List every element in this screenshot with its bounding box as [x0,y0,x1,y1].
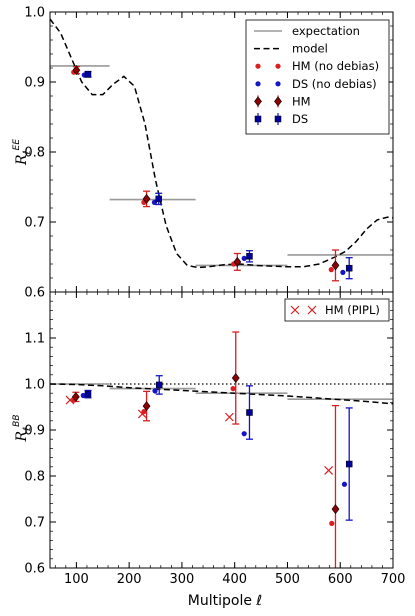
ee-y-axis-label: RℓEE [12,139,33,166]
ee-hm-no-debias-point-3 [328,267,334,273]
legend-dot-swatch-a [255,63,261,69]
bb-xtick-label-0: 100 [64,572,89,587]
legend-pipl-cross-1 [307,305,317,315]
bb-xtick-label-4: 500 [275,572,300,587]
legend-hm-diamond-0 [254,96,262,107]
legend-ds-square-0 [254,115,262,123]
legend-dot-swatch-a [255,81,261,87]
bb-ylabel-sup: BB [12,414,22,426]
ee-ytick-label-0: 0.6 [24,286,45,301]
ee-ylabel-sub: ℓ [22,150,33,154]
legend-dot-swatch-b [275,81,281,87]
ee-ytick-label-1: 0.7 [24,216,45,231]
legend-pipl-cross-0 [290,305,300,315]
ee-ds-no-debias-point-2 [241,255,247,261]
legend-hm-diamond-1 [274,96,282,107]
bb-hm-point-3 [331,504,340,515]
bb-ytick-label-5: 1.1 [24,332,45,347]
ee-legend-label-2: HM (no debias) [292,59,379,73]
x-axis-label: Multipole ℓ [188,593,262,609]
ee-hm-point-3 [331,260,340,271]
ee-legend-label-1: model [292,42,328,56]
bb-panel: RℓBB Multipole ℓ 0.6 0.7 0.8 0.9 1.0 1.1 100 20… [12,291,406,609]
ee-legend-label-0: expectation [292,24,360,38]
ee-hm-point-1 [142,193,151,204]
bb-xtick-label-3: 400 [222,572,247,587]
bb-hm-pipl-point-3 [324,466,334,475]
bb-ds-point-0 [84,390,92,398]
bb-ds-point-3 [345,460,353,468]
ee-ytick-label-4: 1.0 [24,6,45,21]
bb-hm-point-0 [71,391,80,402]
bb-xtick-label-1: 200 [117,572,142,587]
bb-y-axis-label: RℓBB [12,414,33,442]
bb-plot-area [50,331,393,568]
bb-legend-label-0: HM (PIPL) [325,303,380,317]
ee-ylabel-sup: EE [12,139,22,151]
bb-model-curve [50,383,393,405]
bb-hm-no-debias-point-2 [230,386,236,392]
ee-legend-label-3: DS (no debias) [292,77,377,91]
bb-ytick-label-4: 1.0 [24,378,45,393]
bb-ds-no-debias-point-2 [241,431,247,437]
ee-legend-label-5: DS [292,112,308,126]
bb-hm-no-debias-point-3 [329,520,335,526]
ee-ds-no-debias-point-3 [340,269,346,275]
ee-ds-point-2 [246,253,253,260]
ee-hm-point-0 [72,65,81,76]
bb-hm-point-1 [142,401,151,412]
bb-ytick-label-3: 0.9 [24,424,45,439]
bb-ds-point-1 [155,381,163,389]
ee-hm-point-2 [233,256,242,267]
bb-xtick-label-2: 300 [170,572,195,587]
legend-dot-swatch-b [275,63,281,69]
ee-ds-point-0 [84,71,92,78]
bb-ytick-label-0: 0.6 [24,562,45,577]
bb-ds-no-debias-point-1 [152,388,158,394]
bb-hm-pipl-point-2 [224,412,234,422]
bb-axes-frame [49,291,394,569]
legend-ds-square-1 [274,115,282,123]
ee-panel: RℓEE 0.6 0.7 0.8 0.9 1.0 expectation model HM (… [12,6,394,301]
bb-legend-box [284,298,390,322]
bb-ds-point-2 [246,409,253,416]
bb-ytick-label-1: 0.7 [24,516,45,531]
bb-hm-no-debias-point-1 [141,409,147,415]
bb-ylabel-main: R [14,431,30,443]
ee-ylabel-main: R [14,154,30,166]
bb-hm-point-2 [231,373,240,384]
ee-ds-point-1 [155,195,162,203]
bb-xtick-label-5: 600 [328,572,353,587]
bb-ytick-label-2: 0.8 [24,470,45,485]
ee-ytick-label-2: 0.8 [24,146,45,161]
ee-plot-area [50,18,393,282]
bb-ds-no-debias-point-0 [80,392,86,399]
ee-model-curve [50,18,393,269]
ee-legend-label-4: HM [292,94,311,108]
ee-ds-point-3 [345,264,353,272]
ee-ytick-label-3: 0.9 [24,76,45,91]
bb-ds-no-debias-point-3 [341,481,348,487]
ee-legend: expectation model HM (no debias) DS (no deb… [245,19,390,135]
ee-legend-box [245,19,390,135]
bb-xtick-label-6: 700 [381,572,406,587]
bb-legend: HM (PIPL) [284,298,390,322]
bb-ylabel-sub: ℓ [22,427,33,431]
